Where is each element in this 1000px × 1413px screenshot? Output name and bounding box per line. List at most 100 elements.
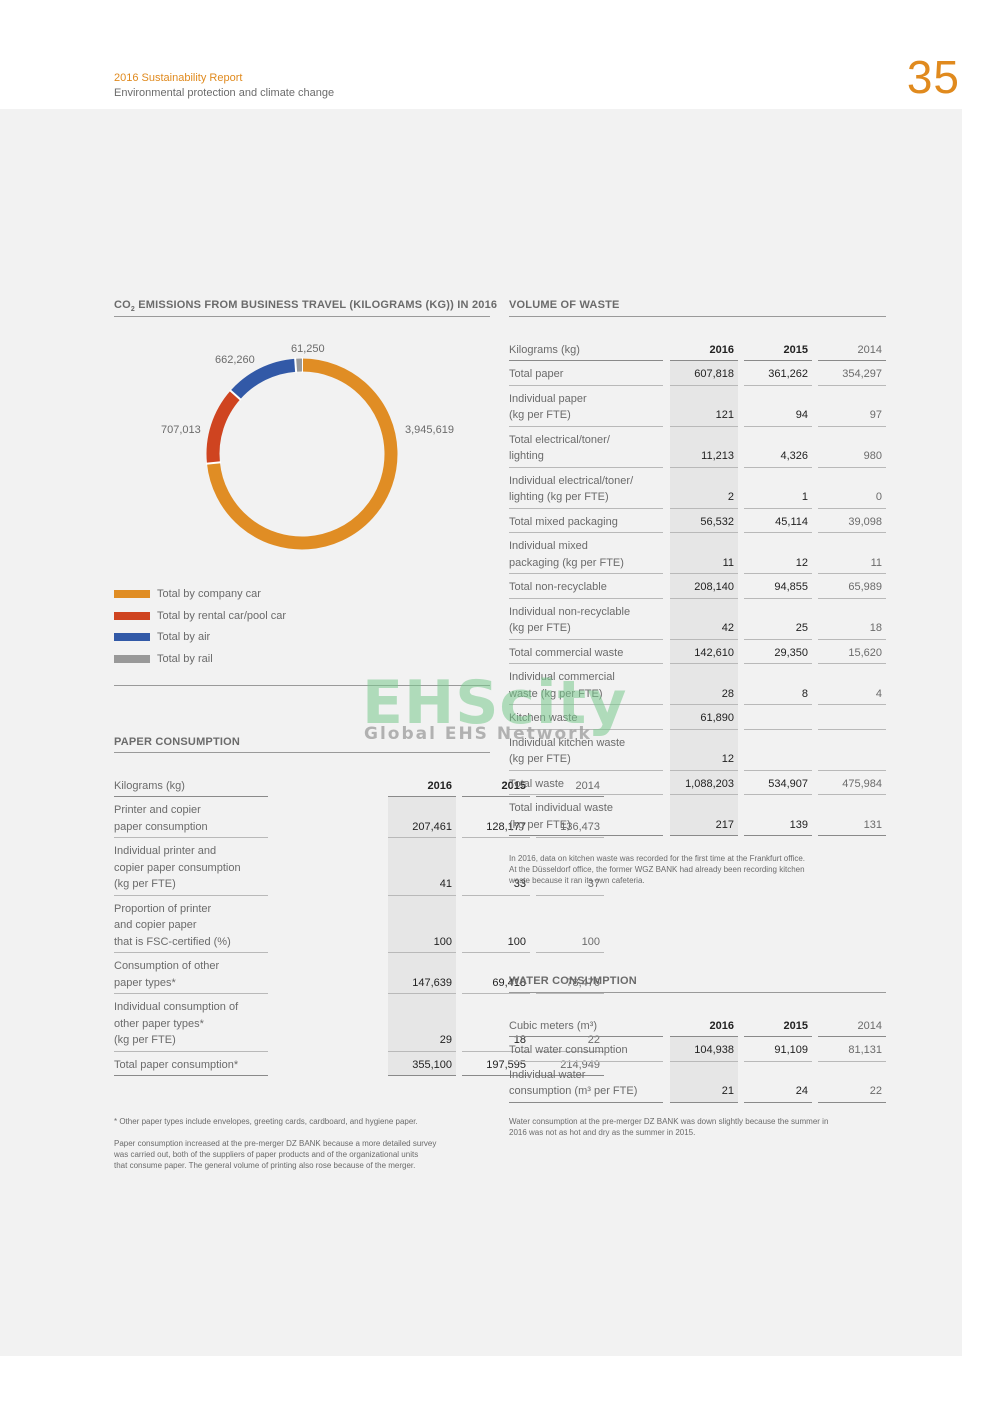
cell-rule [670, 728, 738, 730]
cell-rule [670, 769, 738, 771]
row-label-line: Total waste [509, 777, 565, 790]
table-row: Individual electrical/toner/lighting (kg… [509, 467, 886, 509]
row-label-line: Individual mixed [509, 540, 588, 552]
paper-footnote: * Other paper types include envelopes, g… [114, 1117, 418, 1126]
row-label-line: that is FSC-certified (%) [114, 935, 231, 948]
table-header-row: Kilograms (kg) 2016 2015 2014 [114, 774, 604, 797]
row-label-line: Total paper consumption* [114, 1058, 239, 1071]
cell-rule [670, 1101, 738, 1103]
cell-rule [462, 952, 530, 953]
cell-rule [744, 360, 812, 361]
cell-rule [670, 794, 738, 795]
cell-rule [670, 507, 738, 509]
column-header-year: 2015 [783, 1019, 808, 1032]
row-label-line: Individual commercial [509, 671, 615, 683]
table-cell-value: 11 [870, 556, 882, 569]
cell-rule [818, 425, 886, 427]
table-cell-value: 100 [581, 935, 600, 948]
section-title: Environmental protection and climate cha… [114, 87, 335, 99]
row-label-line: Total non-recyclable [509, 581, 607, 593]
table-cell-value: 41 [439, 878, 452, 890]
table-cell-value: 131 [863, 818, 882, 831]
row-label-line: Total commercial waste [509, 646, 624, 659]
table-cell-value: 29 [439, 1034, 452, 1046]
cell-rule [818, 835, 886, 836]
watermark-tagline: Global EHS Network [364, 724, 592, 744]
table-cell-value: 22 [869, 1085, 882, 1097]
co2-title-rule [114, 316, 490, 317]
row-label-line: Total electrical/toner/ [509, 433, 610, 446]
label-rule [509, 638, 663, 640]
table-cell-value: 42 [721, 622, 734, 634]
cell-rule [670, 573, 738, 574]
water-section-title: WATER CONSUMPTION [509, 975, 637, 987]
legend-swatch [114, 611, 150, 620]
table-row: Total individual waste (kg per FTE) 217 139… [509, 794, 886, 836]
label-rule [509, 835, 663, 836]
row-label: Individual commercial waste (kg per FTE) [509, 669, 663, 702]
table-cell-value: 39,098 [848, 515, 882, 528]
table-cell-value: 21 [721, 1085, 734, 1097]
donut-label-air: 662,260 [215, 354, 255, 366]
row-label-line: (kg per FTE) [509, 818, 571, 831]
label-rule [509, 769, 663, 771]
cell-rule [536, 993, 604, 994]
table-cell-value: 534,907 [768, 777, 808, 790]
table-row: Consumption of other paper types* 147,639 6… [114, 952, 604, 994]
table-row: Total paper consumption* 355,100 197,595 21… [114, 1051, 604, 1076]
cell-rule [744, 573, 812, 574]
row-label-line: waste (kg per FTE) [509, 687, 603, 700]
row-label-line: Individual kitchen waste [509, 736, 626, 749]
watermark-logo: EHScity [362, 668, 628, 738]
label-rule [509, 384, 663, 386]
column-header-unit: Kilograms (kg) [509, 342, 663, 359]
table-cell-value: 207,461 [412, 820, 452, 833]
cell-rule [744, 597, 812, 599]
water-title-rule [509, 992, 886, 993]
cell-rule [818, 507, 886, 509]
table-cell-value: 91,109 [774, 1044, 808, 1056]
row-label: Total mixed packaging [509, 514, 663, 531]
table-cell-value: 24 [795, 1085, 808, 1097]
row-label: Total waste [509, 776, 663, 793]
cell-rule [670, 425, 738, 427]
donut-slice-air [230, 358, 297, 400]
table-cell-value: 214,949 [560, 1058, 600, 1071]
label-rule [509, 1101, 663, 1103]
row-label-line: Printer and copier [114, 804, 201, 816]
cell-rule [818, 769, 886, 771]
table-cell-value: 121 [715, 409, 734, 421]
cell-rule [744, 425, 812, 427]
label-rule [509, 663, 663, 664]
row-label: Consumption of other paper types* [114, 958, 268, 991]
table-cell-value: 355,100 [412, 1058, 452, 1071]
table-row: Kitchen waste 61,890 [509, 704, 886, 730]
column-header-unit: Cubic meters (m³) [509, 1018, 663, 1035]
row-label-line: Individual non-recyclable [509, 605, 631, 618]
table-cell-value: 147,639 [412, 976, 452, 989]
cell-rule [744, 507, 812, 509]
table-cell-value: 607,818 [694, 368, 734, 380]
cell-rule [670, 1036, 738, 1037]
note-line: In 2016, data on kitchen waste was recor… [509, 854, 806, 863]
table-cell-value: 11,213 [701, 450, 734, 462]
row-label: Total electrical/toner/lighting [509, 432, 663, 465]
cell-rule [388, 1050, 456, 1052]
cell-rule [744, 384, 812, 386]
cell-rule [744, 532, 812, 533]
slice-separator [205, 461, 222, 465]
table-row: Individual water consumption (m³ per FTE)… [509, 1061, 886, 1103]
cell-rule [818, 663, 886, 664]
row-label-line: and copier paper [114, 919, 197, 931]
cell-rule [744, 466, 812, 468]
donut-label-rail: 61,250 [291, 343, 325, 355]
donut-label-company-car: 3,945,619 [405, 424, 454, 436]
table-cell-value: 18 [513, 1034, 526, 1046]
label-rule [509, 728, 663, 730]
cell-rule [388, 837, 456, 838]
table-cell-value: 1 [801, 491, 808, 503]
co2-bottom-rule [114, 685, 490, 686]
table-cell-value: 12 [795, 556, 808, 569]
label-rule [509, 1036, 663, 1037]
table-row: Individual kitchen waste (kg per FTE) 12 [509, 729, 886, 771]
